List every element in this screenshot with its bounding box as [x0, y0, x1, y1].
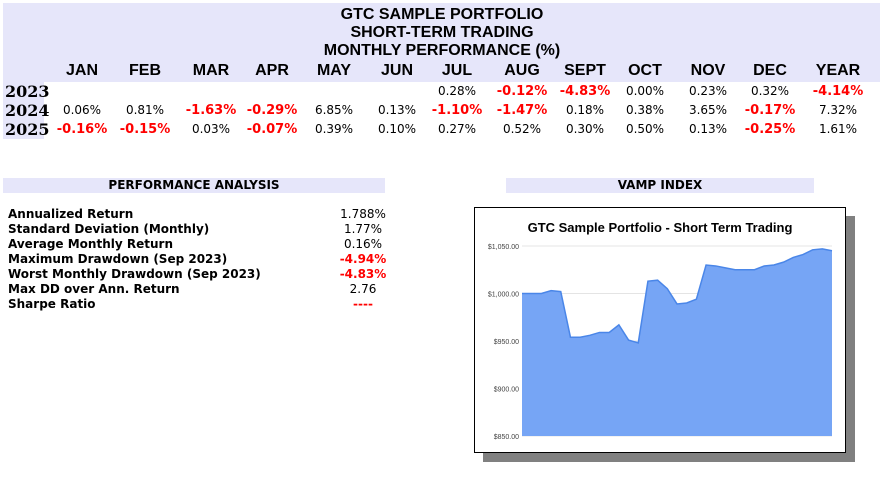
vamp-chart: GTC Sample Portfolio - Short Term Tradin… — [474, 207, 846, 453]
analysis-label: Annualized Return — [8, 207, 134, 221]
analysis-label: Sharpe Ratio — [8, 297, 96, 311]
performance-cell: 0.30% — [565, 122, 605, 136]
analysis-label: Standard Deviation (Monthly) — [8, 222, 210, 236]
performance-cell: 0.28% — [437, 84, 477, 98]
performance-cell: 7.32% — [818, 103, 858, 117]
month-header: SEPT — [564, 62, 606, 79]
y-tick-label: $1,000.00 — [488, 292, 519, 299]
performance-cell: 3.65% — [688, 103, 728, 117]
performance-cell: -0.17% — [744, 103, 796, 118]
table-title: MONTHLY PERFORMANCE (%) — [323, 42, 561, 59]
month-header: JUN — [380, 62, 414, 79]
month-header: NOV — [690, 62, 726, 79]
performance-cell: -0.25% — [744, 122, 796, 137]
performance-cell: 0.32% — [750, 84, 790, 98]
performance-cell: -0.15% — [119, 122, 171, 137]
year-label: 2023 — [5, 82, 50, 101]
performance-analysis-header: PERFORMANCE ANALYSIS — [3, 178, 385, 193]
y-tick-label: $950.00 — [494, 339, 519, 346]
analysis-value: 1.77% — [343, 222, 383, 236]
month-header: MAR — [192, 62, 230, 79]
analysis-value: 1.788% — [340, 207, 386, 221]
analysis-label: Worst Monthly Drawdown (Sep 2023) — [8, 267, 261, 281]
performance-cell: 6.85% — [314, 103, 354, 117]
analysis-value: ---- — [353, 297, 373, 311]
performance-cell: 0.50% — [625, 122, 665, 136]
month-header: FEB — [129, 62, 161, 79]
performance-cell: 0.03% — [191, 122, 231, 136]
vamp-index-header: VAMP INDEX — [506, 178, 814, 193]
performance-cell: -0.12% — [496, 84, 548, 99]
month-header: AUG — [504, 62, 540, 79]
month-header: YEAR — [815, 62, 861, 79]
analysis-value: -4.94% — [339, 252, 387, 266]
month-header: OCT — [628, 62, 662, 79]
month-header: JAN — [65, 62, 99, 79]
year-label: 2025 — [5, 120, 50, 139]
y-tick-label: $1,050.00 — [488, 244, 519, 251]
y-tick-label: $900.00 — [494, 387, 519, 394]
performance-cell: 0.39% — [314, 122, 354, 136]
analysis-label: Average Monthly Return — [8, 237, 173, 251]
month-header: JUL — [441, 62, 473, 79]
year-label: 2024 — [5, 101, 50, 120]
year-column — [3, 82, 44, 139]
analysis-value: -4.83% — [339, 267, 387, 281]
month-header: MAY — [316, 62, 352, 79]
portfolio-title: GTC SAMPLE PORTFOLIO — [340, 6, 544, 23]
performance-cell: -4.83% — [559, 84, 611, 99]
performance-cell: -0.07% — [246, 122, 298, 137]
performance-cell: 1.61% — [818, 122, 858, 136]
series-line — [522, 248, 833, 344]
performance-cell: 0.52% — [502, 122, 542, 136]
performance-cell: -4.14% — [812, 84, 864, 99]
performance-cell: -1.47% — [496, 103, 548, 118]
performance-cell: -0.29% — [246, 103, 298, 118]
performance-cell: 0.00% — [625, 84, 665, 98]
performance-cell: -1.10% — [431, 103, 483, 118]
analysis-value: 0.16% — [343, 237, 383, 251]
performance-cell: 0.18% — [565, 103, 605, 117]
performance-cell: 0.13% — [377, 103, 417, 117]
month-header: APR — [255, 62, 289, 79]
performance-cell: 0.27% — [437, 122, 477, 136]
performance-cell: 0.81% — [125, 103, 165, 117]
analysis-value: 2.76 — [349, 282, 377, 296]
performance-cell: 0.23% — [688, 84, 728, 98]
performance-cell: 0.38% — [625, 103, 665, 117]
performance-cell: 0.13% — [688, 122, 728, 136]
month-header: DEC — [753, 62, 787, 79]
vamp-chart-svg: GTC Sample Portfolio - Short Term Tradin… — [488, 220, 833, 441]
chart-title: GTC Sample Portfolio - Short Term Tradin… — [528, 220, 793, 235]
performance-cell: -1.63% — [185, 103, 237, 118]
y-tick-label: $850.00 — [494, 434, 519, 441]
performance-cell: 0.06% — [62, 103, 102, 117]
performance-cell: 0.10% — [377, 122, 417, 136]
area-series — [522, 248, 832, 436]
analysis-label: Maximum Drawdown (Sep 2023) — [8, 252, 228, 266]
header-band — [3, 3, 880, 82]
performance-cell: -0.16% — [56, 122, 108, 137]
portfolio-subtitle: SHORT-TERM TRADING — [350, 24, 534, 41]
analysis-label: Max DD over Ann. Return — [8, 282, 180, 296]
